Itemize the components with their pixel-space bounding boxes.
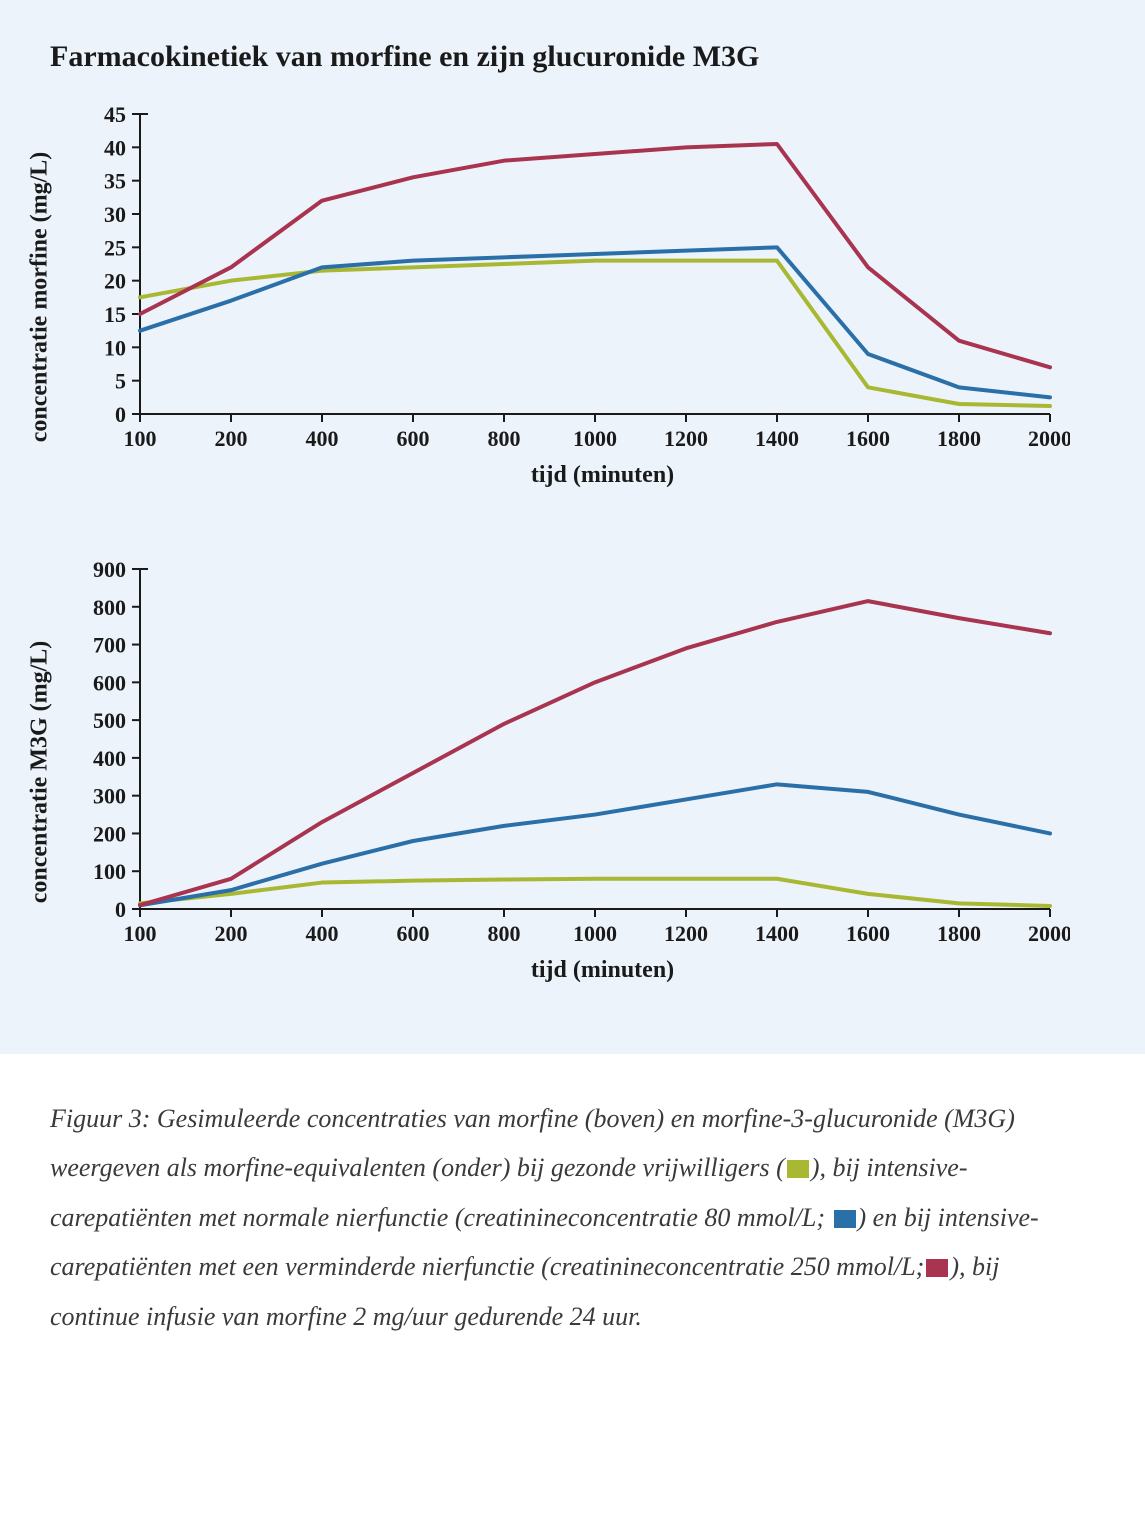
chart-title: Farmacokinetiek van morfine en zijn gluc… (50, 40, 1115, 74)
svg-text:200: 200 (215, 921, 248, 946)
svg-text:500: 500 (93, 708, 126, 733)
swatch-healthy (787, 1160, 809, 1178)
svg-text:200: 200 (215, 426, 248, 451)
svg-text:1800: 1800 (937, 921, 981, 946)
svg-text:0: 0 (115, 897, 126, 922)
svg-text:1200: 1200 (664, 426, 708, 451)
chart2-svg: 0100200300400500600700800900100200400600… (50, 559, 1070, 949)
chart-panel: Farmacokinetiek van morfine en zijn gluc… (0, 0, 1145, 1054)
chart1-ylabel: concentratie morfine (mg/L) (27, 151, 54, 442)
svg-text:400: 400 (306, 426, 339, 451)
swatch-icu-normal (834, 1210, 856, 1228)
svg-text:1000: 1000 (573, 426, 617, 451)
chart-morfine: concentratie morfine (mg/L) 051015202530… (50, 104, 1095, 489)
svg-text:800: 800 (488, 426, 521, 451)
svg-text:1400: 1400 (755, 426, 799, 451)
svg-text:200: 200 (93, 821, 126, 846)
svg-text:800: 800 (93, 595, 126, 620)
svg-text:800: 800 (488, 921, 521, 946)
chart1-svg: 0 5 10 15 20 25 30 35 40 45 100 200 400 600 800 1000 120… (50, 104, 1070, 454)
svg-text:1800: 1800 (937, 426, 981, 451)
svg-text:0: 0 (115, 402, 126, 427)
svg-text:1400: 1400 (755, 921, 799, 946)
svg-text:900: 900 (93, 559, 126, 582)
swatch-icu-reduced (926, 1259, 948, 1277)
svg-text:100: 100 (124, 426, 157, 451)
svg-text:400: 400 (93, 746, 126, 771)
svg-text:600: 600 (397, 921, 430, 946)
svg-text:45: 45 (104, 104, 126, 127)
svg-text:400: 400 (306, 921, 339, 946)
svg-text:300: 300 (93, 784, 126, 809)
svg-text:20: 20 (104, 269, 126, 294)
svg-text:15: 15 (104, 302, 126, 327)
svg-text:2000: 2000 (1028, 426, 1070, 451)
svg-text:25: 25 (104, 235, 126, 260)
chart2-xlabel: tijd (minuten) (110, 957, 1095, 984)
svg-text:40: 40 (104, 135, 126, 160)
svg-text:1200: 1200 (664, 921, 708, 946)
svg-text:35: 35 (104, 169, 126, 194)
svg-text:600: 600 (397, 426, 430, 451)
svg-text:1600: 1600 (846, 921, 890, 946)
svg-text:600: 600 (93, 670, 126, 695)
figure-container: Farmacokinetiek van morfine en zijn gluc… (0, 0, 1145, 1381)
svg-text:1600: 1600 (846, 426, 890, 451)
svg-text:1000: 1000 (573, 921, 617, 946)
chart2-ylabel: concentratie M3G (mg/L) (27, 640, 54, 903)
svg-text:5: 5 (115, 369, 126, 394)
chart1-xlabel: tijd (minuten) (110, 462, 1095, 489)
svg-text:30: 30 (104, 202, 126, 227)
svg-text:100: 100 (93, 859, 126, 884)
svg-text:2000: 2000 (1028, 921, 1070, 946)
chart-m3g: concentratie M3G (mg/L) 0100200300400500… (50, 559, 1095, 984)
svg-text:10: 10 (104, 335, 126, 360)
svg-text:100: 100 (124, 921, 157, 946)
svg-text:700: 700 (93, 633, 126, 658)
figure-caption: Figuur 3: Gesimuleerde concentraties van… (0, 1054, 1145, 1381)
